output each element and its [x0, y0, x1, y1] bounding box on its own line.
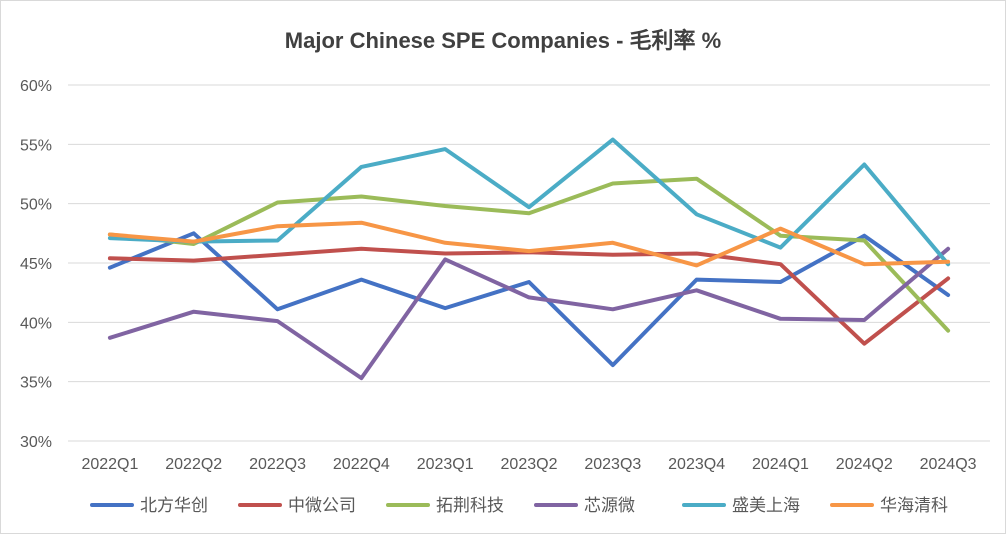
series-lines — [107, 137, 951, 381]
y-tick-label: 45% — [20, 256, 52, 273]
legend-label: 盛美上海 — [732, 496, 800, 515]
x-tick-label: 2024Q3 — [920, 456, 977, 473]
y-tick-label: 50% — [20, 197, 52, 214]
x-tick-label: 2022Q1 — [81, 456, 138, 473]
x-tick-label: 2023Q2 — [501, 456, 558, 473]
series-line — [107, 246, 951, 381]
x-tick-label: 2023Q1 — [417, 456, 474, 473]
y-tick-label: 35% — [20, 375, 52, 392]
legend-label: 华海清科 — [880, 496, 948, 515]
legend-label: 中微公司 — [288, 496, 356, 515]
legend-label: 拓荆科技 — [436, 496, 504, 515]
gridlines — [68, 84, 990, 442]
y-tick-label: 30% — [20, 434, 52, 451]
legend-label: 北方华创 — [140, 496, 208, 515]
series-line — [107, 137, 951, 267]
x-tick-label: 2023Q3 — [584, 456, 641, 473]
series-line — [107, 176, 951, 333]
x-axis: 2022Q1 2022Q2 2022Q3 2022Q4 2023Q1 2023Q2 2023… — [81, 456, 976, 473]
x-tick-label: 2024Q2 — [836, 456, 893, 473]
x-tick-label: 2023Q4 — [668, 456, 725, 473]
x-tick-label: 2022Q4 — [333, 456, 390, 473]
chart-title: Major Chinese SPE Companies - 毛利率 % — [285, 28, 721, 53]
series-line — [107, 220, 951, 268]
y-tick-label: 40% — [20, 315, 52, 332]
y-tick-label: 60% — [20, 78, 52, 95]
series-line — [107, 231, 951, 368]
y-axis: 30% 35% 40% 45% 50% 55% 60% — [20, 78, 52, 451]
legend: 北方华创 中微公司 拓荆科技 芯源微 盛美上海 华海清科 — [90, 496, 948, 515]
x-tick-label: 2024Q1 — [752, 456, 809, 473]
y-tick-label: 55% — [20, 137, 52, 154]
x-tick-label: 2022Q2 — [165, 456, 222, 473]
legend-label: 芯源微 — [584, 496, 635, 515]
x-tick-label: 2022Q3 — [249, 456, 306, 473]
